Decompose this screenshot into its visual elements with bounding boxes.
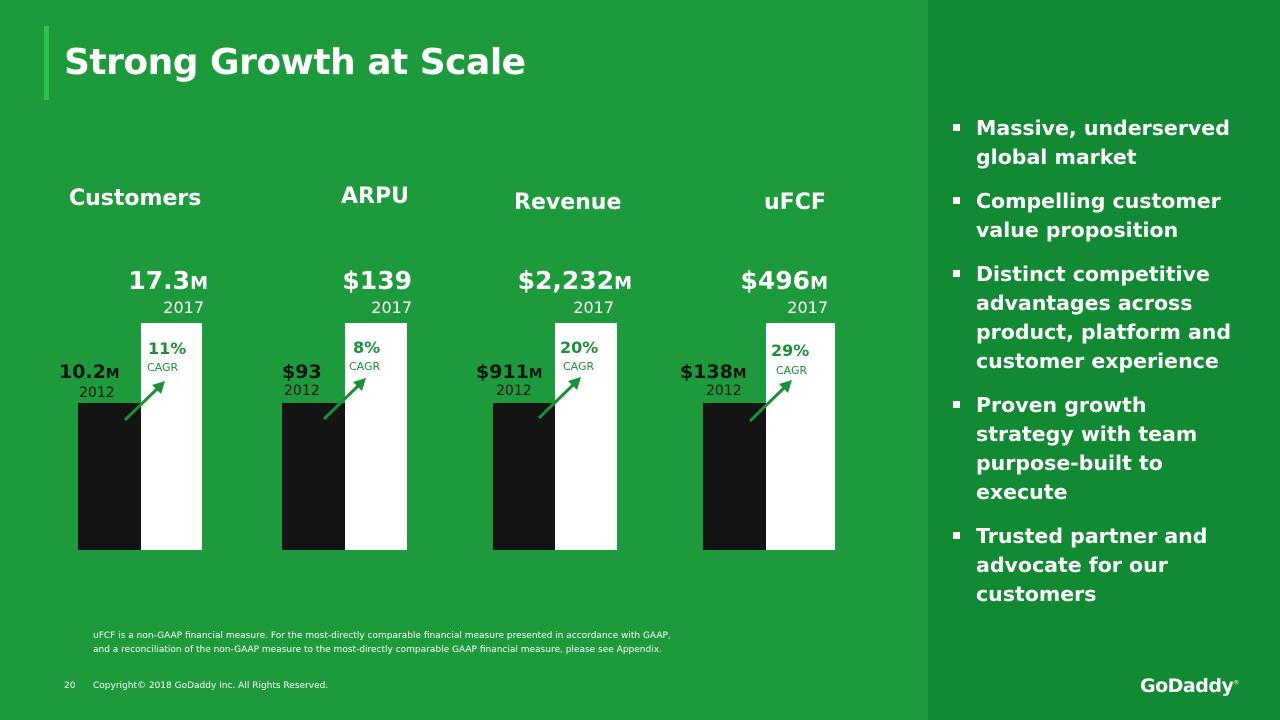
title-accent-bar	[44, 26, 49, 100]
bullet-text: Compelling customer value proposition	[976, 189, 1221, 242]
page-title: Strong Growth at Scale	[64, 42, 526, 83]
bullet-item: Proven growth strategy with team purpose…	[950, 391, 1250, 507]
bullet-text: Distinct competitive advantages across p…	[976, 262, 1232, 373]
growth-arrow-icon	[322, 378, 366, 421]
page-number: 20	[64, 681, 76, 691]
start-value-revenue: $911M	[476, 361, 543, 383]
start-value-ufcf: $138M	[680, 361, 747, 383]
key-points-list: Massive, underserved global market Compe…	[950, 114, 1250, 624]
bar-2012-revenue	[493, 403, 555, 550]
metric-title-ufcf: uFCF	[764, 190, 826, 215]
bullet-square-icon	[953, 197, 960, 204]
bullet-text: Massive, underserved global market	[976, 116, 1230, 169]
cagr-value-revenue: 20%	[560, 338, 599, 357]
cagr-label-customers: CAGR	[147, 361, 179, 374]
godaddy-logo: GoDaddy®	[1140, 675, 1239, 697]
bullet-square-icon	[953, 401, 960, 408]
growth-arrow-icon	[123, 381, 165, 422]
bullet-item: Compelling customer value proposition	[950, 187, 1250, 245]
cagr-label-ufcf: CAGR	[776, 364, 808, 377]
end-year-ufcf: 2017	[787, 298, 828, 317]
bar-2012-ufcf	[703, 403, 766, 550]
start-value-arpu: $93	[282, 361, 322, 383]
bullet-text: Proven growth strategy with team purpose…	[976, 393, 1198, 504]
bar-2012-customers	[78, 403, 141, 550]
start-year-revenue: 2012	[496, 383, 532, 399]
cagr-value-ufcf: 29%	[771, 341, 810, 360]
start-value-customers: 10.2M	[59, 361, 120, 383]
start-year-ufcf: 2012	[706, 383, 742, 399]
cagr-label-arpu: CAGR	[349, 360, 381, 373]
bar-2017-customers	[141, 323, 202, 550]
bar-2012-arpu	[282, 403, 345, 550]
cagr-label-revenue: CAGR	[563, 360, 595, 373]
copyright: Copyright© 2018 GoDaddy Inc. All Rights …	[93, 681, 329, 691]
bullet-square-icon	[953, 532, 960, 539]
end-value-revenue: $2,232M	[517, 266, 632, 295]
growth-arrow-icon	[748, 380, 792, 423]
end-value-arpu: $139	[342, 266, 412, 295]
end-value-ufcf: $496M	[740, 266, 828, 295]
metric-title-revenue: Revenue	[514, 190, 622, 215]
end-year-customers: 2017	[163, 298, 204, 317]
growth-arrow-icon	[537, 377, 581, 420]
start-year-customers: 2012	[79, 385, 115, 401]
metric-title-customers: Customers	[69, 186, 202, 211]
bullet-item: Massive, underserved global market	[950, 114, 1250, 172]
bullet-item: Trusted partner and advocate for our cus…	[950, 522, 1250, 609]
bar-2017-ufcf	[766, 323, 835, 550]
bullet-square-icon	[953, 270, 960, 277]
end-year-revenue: 2017	[573, 298, 614, 317]
bullet-square-icon	[953, 124, 960, 131]
bullet-text: Trusted partner and advocate for our cus…	[976, 524, 1208, 606]
cagr-value-customers: 11%	[148, 339, 187, 358]
right-panel	[928, 0, 1280, 720]
footnote-line: and a reconciliation of the non-GAAP mea…	[93, 645, 662, 655]
metric-title-arpu: ARPU	[341, 184, 409, 209]
end-value-customers: 17.3M	[128, 266, 208, 295]
start-year-arpu: 2012	[284, 383, 320, 399]
bar-2017-arpu	[345, 323, 407, 550]
cagr-value-arpu: 8%	[353, 338, 381, 357]
bar-2017-revenue	[555, 323, 617, 550]
end-year-arpu: 2017	[371, 298, 412, 317]
bullet-item: Distinct competitive advantages across p…	[950, 260, 1250, 376]
footnote: uFCF is a non-GAAP financial measure. Fo…	[93, 629, 671, 657]
footnote-line: uFCF is a non-GAAP financial measure. Fo…	[93, 631, 671, 641]
